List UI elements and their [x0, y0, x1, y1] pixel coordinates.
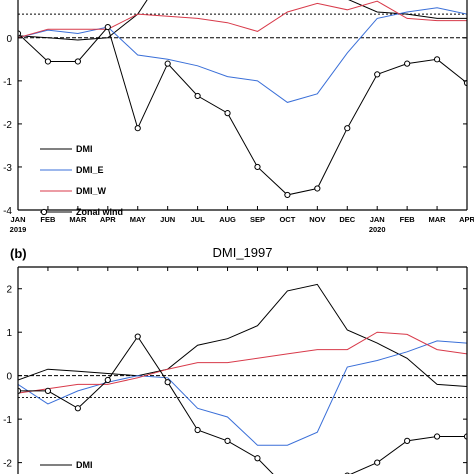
legend-label-1: DMI_E: [76, 165, 104, 175]
series-3-point-4: [134, 333, 141, 340]
legend: DMI: [40, 460, 93, 470]
series-1: [18, 340, 467, 446]
x-tick-label-10: NOV: [309, 215, 325, 224]
y-tick-label-2: -1: [3, 77, 12, 88]
series-3-point-13: [404, 60, 411, 67]
x-tick-label-4: MAY: [130, 215, 146, 224]
series-3-point-3: [104, 376, 111, 384]
x-tick-label-2: MAR: [69, 215, 87, 224]
series-3-point-7: [224, 110, 231, 117]
series-3-point-8: [254, 455, 261, 462]
series-line-0: [18, 0, 467, 41]
series-3-point-10: [314, 185, 321, 192]
series-line-3: [18, 335, 467, 474]
series-3-point-6: [194, 92, 201, 100]
legend-label-3: Zonal wind: [76, 207, 123, 217]
series-2: [18, 0, 467, 39]
series-3-point-14: [433, 56, 441, 63]
x-year-label-0: 2019: [10, 225, 27, 234]
x-tick-label-0: JAN: [10, 215, 25, 224]
series-line-2: [18, 331, 467, 394]
legend-label-0: DMI: [76, 144, 93, 154]
series-3-point-8: [254, 163, 261, 171]
series-3-point-12: [374, 71, 381, 78]
y-tick-label-1: 1: [6, 328, 12, 339]
series-0: [18, 283, 467, 387]
series-3-point-11: [344, 125, 351, 132]
x-tick-label-1: FEB: [40, 215, 56, 224]
series-3-point-12: [374, 459, 381, 466]
panel-label: (b): [10, 246, 27, 261]
legend: DMI DMI_E DMI_W Zonal wind: [40, 144, 123, 217]
x-tick-label-7: AUG: [219, 215, 236, 224]
series-3-point-14: [433, 433, 441, 440]
series-3-point-0: [18, 387, 22, 394]
y-tick-label-0: 2: [6, 285, 12, 296]
series-3-point-4: [134, 125, 141, 132]
series-3-point-5: [164, 379, 171, 386]
x-tick-label-6: JUL: [191, 215, 206, 224]
y-tick-label-5: -4: [3, 206, 12, 217]
series-3-point-1: [44, 387, 52, 394]
series-3-point-5: [164, 60, 171, 67]
series-line-1: [18, 340, 467, 446]
y-tick-label-2: 0: [6, 372, 12, 383]
x-tick-label-5: JUN: [160, 215, 175, 224]
y-tick-label-4: -3: [3, 163, 12, 174]
series-line-3: [18, 25, 467, 196]
x-tick-label-13: FEB: [400, 215, 416, 224]
series-3-point-2: [74, 405, 81, 412]
series-3: [18, 23, 467, 199]
x-year-label-1: 2020: [369, 225, 386, 234]
x-tick-label-8: SEP: [250, 215, 265, 224]
series-3-point-3: [104, 23, 111, 31]
series-3-point-2: [74, 58, 81, 65]
x-tick-label-14: MAR: [429, 215, 447, 224]
series-2: [18, 331, 467, 394]
y-tick-label-1: 0: [6, 34, 12, 45]
x-tick-label-11: DEC: [339, 215, 355, 224]
series-3-point-7: [224, 437, 231, 444]
legend-marker-3: [40, 208, 48, 216]
series-1: [18, 7, 467, 103]
legend-label-0: DMI: [76, 460, 93, 470]
series-0: [18, 0, 467, 41]
y-tick-label-4: -2: [3, 459, 12, 470]
panel-b: 2 1 0 -1 -2 (b) DMI_1997 DMI: [3, 245, 468, 474]
series-3-point-0: [18, 30, 22, 37]
series-3-point-9: [284, 191, 291, 199]
y-tick-label-3: -2: [3, 120, 12, 131]
series-3: [18, 333, 467, 474]
series-line-0: [18, 283, 467, 387]
x-tick-label-3: APR: [100, 215, 116, 224]
x-tick-label-12: JAN: [370, 215, 385, 224]
y-tick-label-3: -1: [3, 415, 12, 426]
series-line-1: [18, 7, 467, 103]
legend-label-2: DMI_W: [76, 186, 107, 196]
panel-title: DMI_1997: [213, 245, 273, 260]
series-3-point-1: [44, 58, 52, 65]
series-3-point-13: [404, 437, 411, 444]
x-tick-label-9: OCT: [279, 215, 295, 224]
series-line-2: [18, 0, 467, 39]
x-tick-label-15: APR: [459, 215, 474, 224]
series-3-point-6: [194, 426, 201, 434]
